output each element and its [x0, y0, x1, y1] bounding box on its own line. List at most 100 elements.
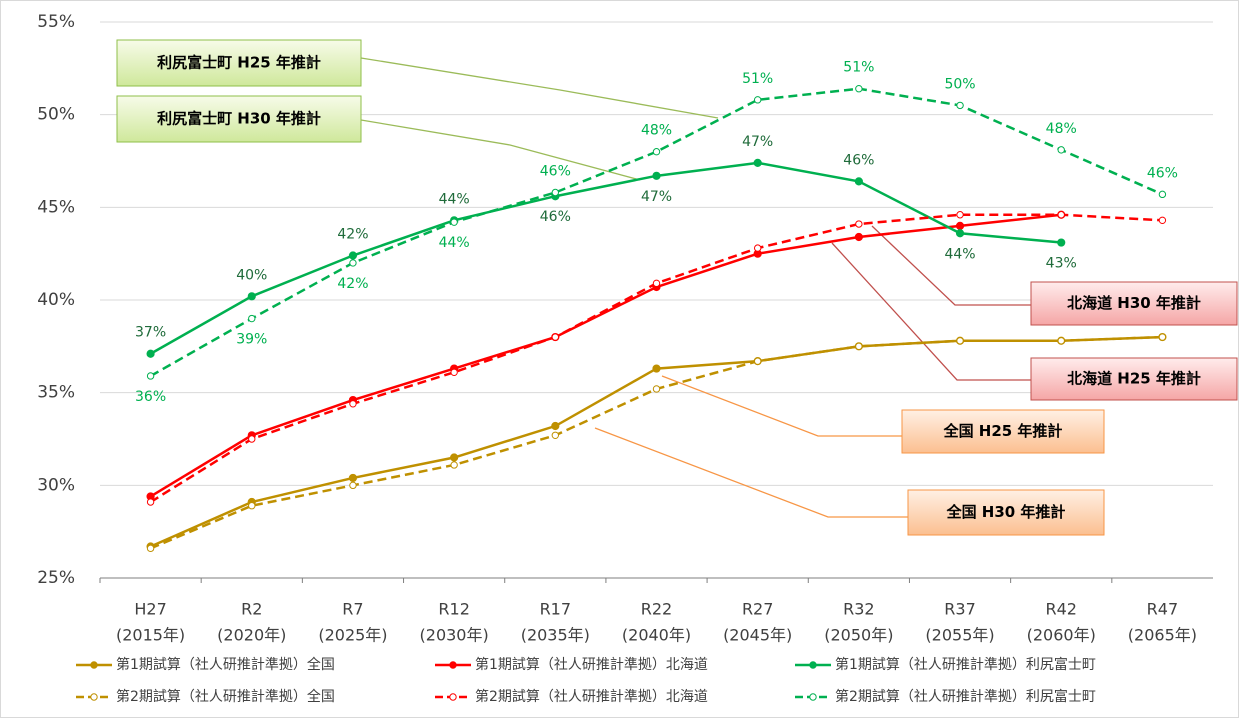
x-tick-label: H27	[134, 600, 166, 619]
data-label: 46%	[1147, 165, 1178, 181]
x-tick-label: (2015年)	[116, 626, 185, 645]
data-point	[652, 364, 661, 373]
callout-box	[116, 95, 362, 143]
data-point	[855, 342, 863, 351]
data-point	[450, 218, 458, 226]
series-line	[149, 213, 1062, 498]
legend-marker	[809, 693, 817, 701]
data-point	[551, 333, 560, 341]
data-point	[855, 85, 863, 93]
data-point	[652, 279, 661, 288]
data-label: 44%	[944, 246, 975, 262]
data-point	[349, 259, 357, 267]
x-tick-label: (2035年)	[521, 626, 590, 645]
data-label: 44%	[439, 235, 470, 251]
callout-box	[901, 409, 1105, 454]
series-line	[149, 87, 1163, 378]
data-point	[753, 244, 762, 252]
x-tick-label: (2020年)	[217, 626, 286, 645]
callout-box	[1030, 281, 1238, 326]
x-tick-label: R17	[540, 600, 571, 619]
x-tick-label: R2	[241, 600, 262, 619]
data-point	[652, 171, 661, 180]
data-label: 40%	[236, 267, 267, 283]
x-tick-label: R12	[438, 600, 469, 619]
data-label: 51%	[742, 71, 773, 87]
callout-box	[1030, 357, 1238, 401]
legend-label: 第2期試算（社人研推計準拠）全国	[116, 688, 335, 705]
legend-label: 第2期試算（社人研推計準拠）北海道	[475, 688, 708, 705]
x-tick-label: R22	[641, 600, 672, 619]
data-point	[551, 421, 560, 431]
y-tick-label: 40%	[37, 290, 75, 310]
data-point	[247, 292, 256, 301]
data-label: 51%	[843, 60, 874, 76]
data-point	[349, 400, 357, 408]
x-tick-label: (2045年)	[723, 626, 792, 645]
legend-label: 第1期試算（社人研推計準拠）利尻富士町	[835, 656, 1096, 673]
data-point	[956, 337, 964, 345]
data-label: 37%	[135, 325, 166, 341]
data-point	[551, 188, 560, 197]
x-tick-label: (2030年)	[420, 626, 489, 645]
data-point	[854, 232, 863, 242]
data-point	[1057, 146, 1065, 154]
legend-marker	[449, 661, 457, 669]
data-point	[753, 158, 762, 167]
data-point	[956, 211, 964, 219]
data-point	[146, 349, 155, 358]
data-label: 39%	[236, 332, 267, 348]
data-point	[551, 431, 560, 439]
callout-text: 全国 H30 年推計	[946, 503, 1066, 521]
y-tick-label: 35%	[37, 383, 75, 403]
data-point	[854, 177, 863, 186]
leader-line	[360, 119, 641, 181]
data-label: 42%	[337, 227, 368, 243]
data-label: 47%	[641, 189, 672, 205]
leader-line	[871, 225, 1031, 306]
leader-line	[594, 427, 908, 518]
callout-text: 利尻富士町 H25 年推計	[157, 54, 321, 72]
data-label: 36%	[135, 389, 166, 405]
data-label: 47%	[742, 134, 773, 150]
legend-label: 第1期試算（社人研推計準拠）北海道	[475, 656, 708, 673]
data-point	[1057, 211, 1065, 219]
legend-marker	[90, 693, 98, 701]
data-label: 50%	[944, 76, 975, 92]
callout-text: 北海道 H30 年推計	[1067, 294, 1201, 312]
data-point	[753, 96, 762, 104]
leader-line	[661, 375, 902, 437]
x-tick-label: (2025年)	[318, 626, 387, 645]
data-label: 42%	[337, 276, 368, 292]
leader-line	[360, 57, 719, 119]
x-tick-label: R37	[944, 600, 975, 619]
x-tick-label: R47	[1147, 600, 1178, 619]
x-tick-label: (2065年)	[1128, 626, 1197, 645]
data-point	[348, 251, 358, 260]
data-point	[450, 368, 458, 376]
data-point	[1158, 216, 1167, 225]
data-label: 46%	[540, 209, 571, 225]
legend-marker	[809, 661, 817, 669]
x-tick-label: (2040年)	[622, 626, 691, 645]
callout-text: 利尻富士町 H30 年推計	[157, 110, 321, 128]
data-point	[349, 481, 357, 490]
data-point	[652, 385, 661, 393]
data-point	[248, 502, 256, 510]
x-tick-label: (2060年)	[1027, 626, 1096, 645]
data-point	[248, 314, 256, 323]
data-point	[450, 461, 458, 469]
data-label: 46%	[843, 152, 874, 168]
data-point	[1057, 238, 1066, 247]
y-tick-label: 50%	[37, 105, 75, 125]
data-point	[955, 221, 965, 230]
legend-marker	[90, 661, 98, 669]
data-point	[450, 453, 459, 462]
data-label: 44%	[439, 191, 470, 207]
data-point	[855, 220, 863, 228]
data-point	[1057, 337, 1065, 345]
legend-marker	[449, 693, 457, 701]
y-tick-label: 30%	[37, 475, 75, 495]
callout-text: 全国 H25 年推計	[943, 422, 1063, 440]
